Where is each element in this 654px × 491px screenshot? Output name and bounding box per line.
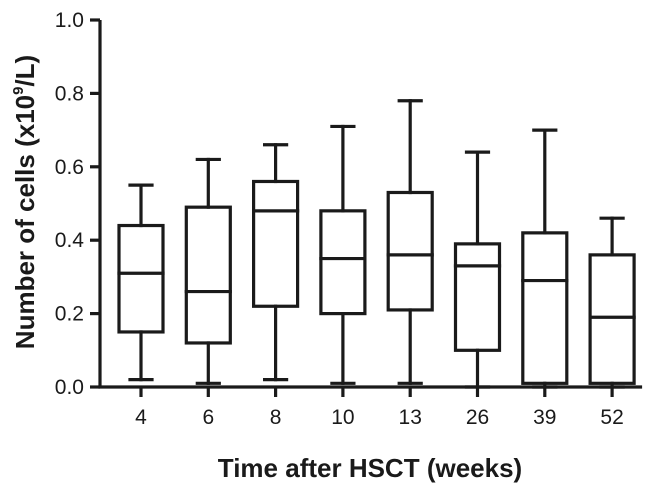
x-axis-title: Time after HSCT (weeks)	[218, 453, 522, 483]
y-tick-label: 0.4	[55, 229, 85, 252]
y-axis-title: Number of cells (x109/L)	[10, 55, 40, 349]
y-tick-label: 1.0	[55, 9, 84, 32]
iqr-box	[386, 190, 434, 312]
y-tick-label: 0.8	[55, 82, 84, 105]
iqr-box	[453, 242, 502, 352]
box-week-52	[588, 216, 636, 389]
box-week-10	[319, 124, 367, 385]
iqr-box	[319, 209, 367, 316]
y-axis-title-suffix: /L)	[10, 55, 40, 87]
y-axis-title-superscript: 9	[10, 87, 27, 95]
x-tick-label: 4	[135, 406, 147, 429]
y-tick-label: 0.6	[55, 156, 84, 179]
y-axis: 0.0 0.2 0.4 0.6 0.8 1.0	[55, 9, 102, 399]
iqr-box	[117, 223, 165, 334]
x-tick-label: 39	[533, 406, 556, 429]
iqr-box	[588, 253, 636, 385]
iqr-box	[184, 205, 232, 345]
y-tick-label: 0.0	[55, 376, 84, 399]
box-week-39	[521, 128, 569, 389]
box-week-8	[252, 143, 300, 382]
x-axis: 4 6 8 10 13 26 39 52	[98, 385, 643, 429]
x-tick-label: 52	[600, 406, 623, 429]
iqr-box	[521, 231, 569, 385]
x-tick-label: 13	[399, 406, 422, 429]
x-tick-label: 26	[466, 406, 489, 429]
box-week-26	[453, 150, 502, 389]
x-tick-label: 6	[202, 406, 214, 429]
box-week-4	[117, 183, 165, 382]
box-week-13	[386, 99, 434, 385]
box-week-6	[184, 157, 232, 385]
iqr-box	[252, 179, 300, 308]
x-tick-label: 10	[331, 406, 354, 429]
y-axis-title-prefix: Number of cells (x10	[10, 95, 40, 349]
box-series	[117, 99, 636, 389]
x-tick-label: 8	[270, 406, 282, 429]
y-tick-label: 0.2	[55, 303, 84, 326]
